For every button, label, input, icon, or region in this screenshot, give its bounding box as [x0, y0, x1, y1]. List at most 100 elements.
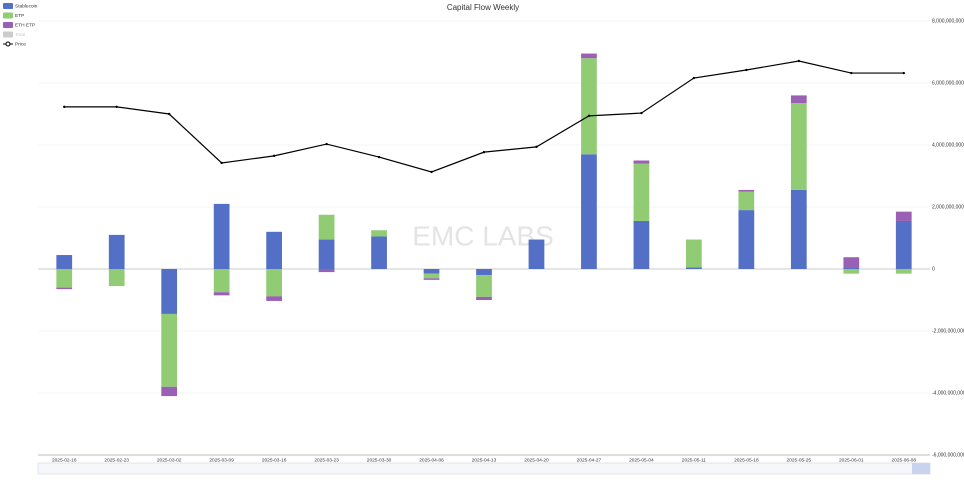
bar [318, 269, 335, 273]
x-tick-label: 2025-05-11 [682, 457, 707, 463]
bar [476, 296, 492, 300]
bar [843, 269, 860, 274]
bar [213, 269, 230, 293]
bar [56, 287, 73, 290]
x-tick-label: 2025-03-23 [314, 457, 339, 463]
bar [738, 210, 755, 269]
price-point [115, 105, 118, 109]
price-point [325, 142, 328, 146]
bar [266, 269, 282, 297]
price-point [220, 161, 223, 165]
bar [528, 239, 545, 269]
x-tick-label: 2025-06-08 [891, 457, 916, 463]
price-point [692, 76, 696, 80]
price-line [64, 60, 904, 173]
bar [161, 269, 178, 314]
bar [161, 313, 178, 387]
bar [738, 189, 755, 192]
x-tick-label: 2025-03-16 [262, 457, 287, 463]
bar [790, 103, 807, 190]
price-point [640, 111, 643, 115]
price-point [902, 71, 905, 75]
x-tick-label: 2025-05-04 [629, 457, 654, 463]
bar [213, 292, 230, 296]
bar [108, 234, 125, 269]
bar [843, 257, 860, 268]
x-tick-label: 2025-06-01 [839, 457, 864, 463]
bar [686, 267, 702, 269]
price-point [167, 112, 171, 116]
bar [371, 236, 387, 269]
legend-label[interactable]: Total [15, 32, 25, 38]
bar [790, 95, 807, 104]
x-tick-label: 2025-04-13 [472, 457, 497, 463]
y-tick-label: 6,000,000,000 [932, 80, 964, 86]
bar [108, 269, 125, 287]
x-tick-label: 2025-04-27 [577, 457, 602, 463]
y-tick-label: 8,000,000,000 [932, 18, 964, 24]
bar [686, 239, 702, 268]
price-point [797, 59, 801, 63]
x-tick-label: 2025-02-23 [104, 457, 129, 463]
x-tick-label: 2025-04-06 [419, 457, 444, 463]
bar [266, 231, 282, 269]
bar [581, 53, 597, 59]
y-tick-label: -6,000,000,000 [932, 452, 964, 458]
bar [476, 269, 492, 276]
bar [318, 239, 335, 269]
legend-label[interactable]: ETP [15, 13, 24, 19]
zoom-slider[interactable] [37, 462, 931, 475]
x-tick-label: 2025-03-30 [367, 457, 392, 463]
y-tick-label: 2,000,000,000 [932, 204, 964, 210]
bar [266, 296, 282, 301]
price-point [745, 68, 748, 72]
legend-label[interactable]: Price [15, 41, 26, 47]
bar [895, 269, 912, 274]
y-tick-label: -2,000,000,000 [932, 328, 964, 334]
bar [476, 275, 492, 297]
bar [581, 58, 597, 155]
legend-swatch [5, 41, 11, 47]
price-point [430, 170, 433, 174]
price-point [377, 155, 381, 159]
bar [895, 220, 912, 269]
bar [423, 278, 440, 280]
bar [423, 269, 440, 274]
bar [56, 255, 73, 269]
bar [318, 214, 335, 240]
y-tick-label: 4,000,000,000 [932, 142, 964, 148]
chart-title: Capital Flow Weekly [447, 3, 519, 12]
price-point [482, 150, 486, 154]
x-tick-label: 2025-05-18 [734, 457, 759, 463]
y-tick-label: 0 [932, 266, 935, 272]
x-tick-label: 2025-05-25 [787, 457, 812, 463]
legend-swatch[interactable] [3, 31, 13, 38]
x-tick-label: 2025-03-02 [157, 457, 182, 463]
price-point [535, 145, 538, 149]
price-point [272, 154, 276, 158]
bar [895, 211, 912, 221]
bar [633, 163, 650, 221]
bar [371, 230, 387, 237]
legend-label[interactable]: ETH ETP [15, 22, 35, 28]
zoom-handle[interactable] [912, 463, 930, 474]
legend-swatch[interactable] [3, 22, 13, 28]
bar [633, 160, 650, 164]
bar [790, 189, 807, 269]
legend-swatch[interactable] [3, 3, 13, 9]
y-tick-label: -4,000,000,000 [932, 390, 964, 396]
x-tick-label: 2025-03-09 [209, 457, 234, 463]
price-point [587, 114, 591, 118]
bar [423, 273, 440, 279]
x-tick-label: 2025-02-16 [52, 457, 77, 463]
bar [56, 269, 73, 288]
bar [161, 386, 178, 397]
price-point [63, 105, 66, 109]
x-tick-label: 2025-04-20 [524, 457, 549, 463]
legend-swatch[interactable] [3, 12, 13, 19]
bar [581, 154, 597, 269]
bar [213, 203, 230, 269]
legend-label[interactable]: Stablecoin [15, 3, 38, 9]
bar [738, 191, 755, 211]
